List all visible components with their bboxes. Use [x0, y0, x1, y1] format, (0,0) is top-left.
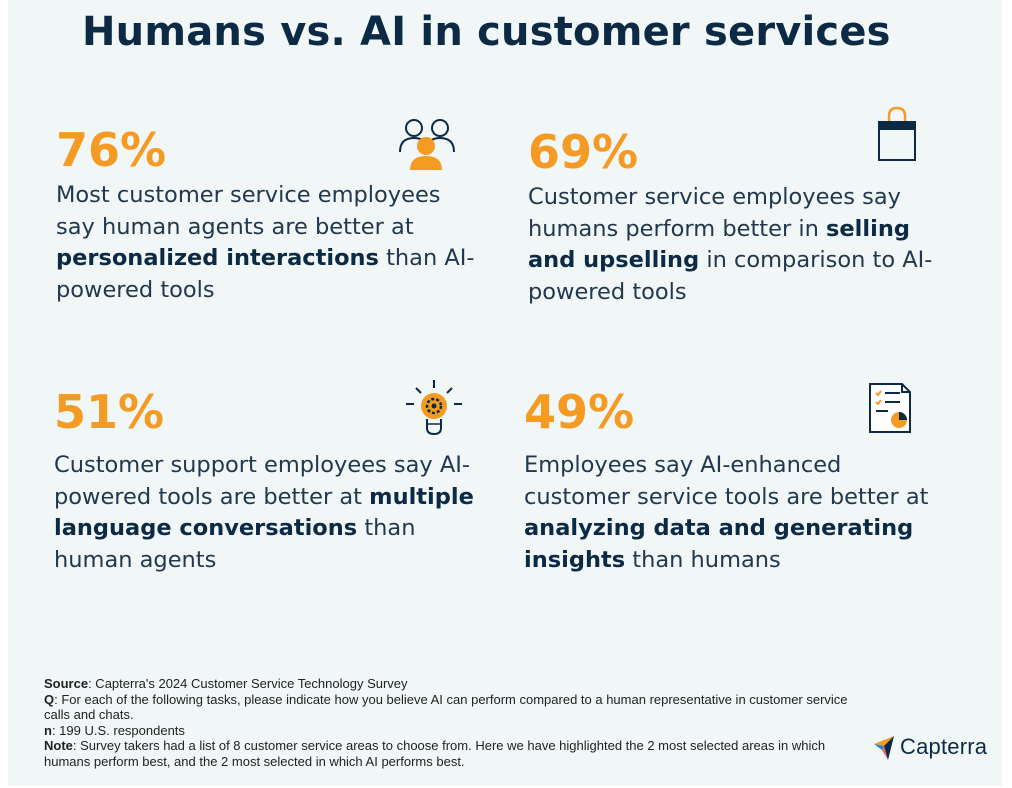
question-text: : For each of the following tasks, pleas…	[44, 691, 848, 723]
stat-text-bold: personalized interactions	[56, 245, 379, 271]
capterra-logo: Capterra	[874, 732, 987, 762]
stat-block-language: 51% Customer support employees say AI-po…	[54, 386, 494, 576]
stat-text-before: Employees say AI-enhanced customer servi…	[524, 452, 929, 510]
question-line: Q: For each of the following tasks, plea…	[44, 692, 864, 723]
stat-text-before: Customer support employees say AI-powere…	[54, 452, 471, 510]
shopping-bag-icon	[878, 106, 916, 161]
stat-text-before: Most customer service employees say huma…	[56, 182, 441, 240]
stat-text-after: than human agents	[54, 515, 416, 573]
stat-description: Customer service employees say humans pe…	[528, 182, 948, 308]
stat-block-analytics: 49% Employees say AI-enhanced customer s…	[524, 386, 954, 576]
respondents-label: n	[44, 722, 52, 738]
source-label: Source	[44, 676, 89, 691]
note-label: Note	[44, 738, 73, 753]
page-title: Humans vs. AI in customer services	[82, 9, 891, 55]
stat-percent: 51%	[54, 385, 165, 439]
report-chart-icon	[869, 383, 911, 433]
stat-description: Most customer service employees say huma…	[56, 180, 486, 306]
infographic-card: Humans vs. AI in customer services 76% M…	[8, 0, 1002, 786]
respondents-text: : 199 U.S. respondents	[51, 722, 185, 738]
note-text: : Survey takers had a list of 8 customer…	[44, 738, 826, 769]
respondents-line: n: 199 U.S. respondents	[44, 723, 864, 739]
stat-text-bold: multiple language conversations	[54, 483, 474, 542]
stat-text-bold: analyzing data and generating insights	[524, 515, 914, 573]
stat-percent: 49%	[524, 385, 635, 439]
question-label: Q	[44, 691, 55, 707]
people-icon	[399, 119, 455, 170]
stat-percent: 69%	[528, 125, 639, 179]
source-line: Source: Capterra's 2024 Customer Service…	[44, 676, 864, 692]
capterra-logo-icon	[874, 736, 894, 760]
stat-text-bold: selling and upselling	[528, 215, 910, 274]
stat-text-after: than humans	[625, 546, 781, 573]
stat-description: Customer support employees say AI-powere…	[54, 450, 494, 576]
survey-footnote: Source: Capterra's 2024 Customer Service…	[44, 676, 864, 769]
source-text: : Capterra's 2024 Customer Service Techn…	[88, 676, 408, 691]
stat-block-personalized: 76% Most customer service employees say …	[56, 124, 486, 306]
stat-block-selling: 69% Customer service employees say human…	[528, 126, 948, 308]
lightbulb-gear-icon	[406, 380, 462, 436]
stat-text-before: Customer service employees say humans pe…	[528, 184, 901, 242]
stat-percent: 76%	[56, 123, 167, 177]
capterra-logo-text: Capterra	[900, 734, 988, 759]
stat-text-after: in comparison to AI-powered tools	[528, 247, 933, 305]
stat-text-after: than AI-powered tools	[56, 245, 475, 303]
note-line: Note: Survey takers had a list of 8 cust…	[44, 738, 864, 769]
stat-description: Employees say AI-enhanced customer servi…	[524, 450, 954, 576]
